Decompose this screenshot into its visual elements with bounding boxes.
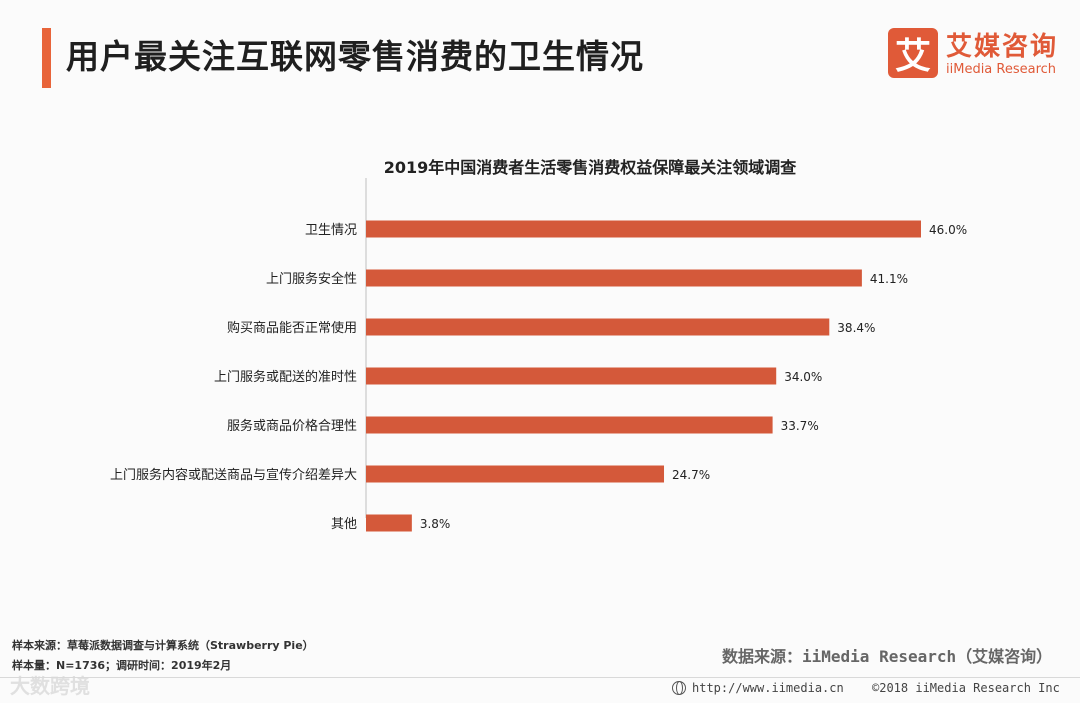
- category-label: 购买商品能否正常使用: [227, 320, 357, 336]
- bar: [366, 367, 777, 385]
- category-label: 上门服务内容或配送商品与宣传介绍差异大: [110, 467, 357, 483]
- category-label: 服务或商品价格合理性: [227, 418, 357, 434]
- data-label: 24.7%: [672, 468, 710, 482]
- bar-chart: 卫生情况 46.0% 上门服务安全性 41.1% 购买商品能否正常使用 38.4% 上门服务…: [110, 178, 967, 532]
- bar: [366, 465, 665, 483]
- sample-source-note: 样本来源：草莓派数据调查与计算系统（Strawberry Pie）: [12, 639, 314, 652]
- data-label: 46.0%: [929, 223, 967, 237]
- footer-copyright: ©2018 iiMedia Research Inc: [872, 681, 1060, 695]
- sample-size-note: 样本量：N=1736；调研时间：2019年2月: [12, 659, 232, 672]
- title-accent-bar: [42, 28, 51, 88]
- globe-icon: [672, 681, 686, 695]
- category-label: 卫生情况: [305, 223, 357, 238]
- bar: [366, 269, 862, 287]
- footer-url-link[interactable]: http://www.iimedia.cn: [692, 681, 844, 695]
- watermark: 大数跨境: [10, 674, 90, 698]
- bar: [366, 514, 412, 532]
- imedia-logo: 艾 艾媒咨询 iiMedia Research: [888, 26, 1068, 82]
- data-label: 3.8%: [420, 517, 451, 531]
- logo-mark: 艾: [888, 28, 938, 78]
- logo-name-en: iiMedia Research: [946, 62, 1057, 77]
- data-label: 33.7%: [781, 419, 819, 433]
- footer-divider: [0, 677, 1080, 678]
- bar: [366, 318, 830, 336]
- category-label: 其他: [331, 517, 357, 532]
- category-label: 上门服务或配送的准时性: [214, 369, 357, 385]
- page-title: 用户最关注互联网零售消费的卫生情况: [66, 37, 644, 76]
- data-label: 38.4%: [837, 321, 875, 335]
- data-source: 数据来源：iiMedia Research（艾媒咨询）: [722, 647, 1053, 666]
- data-label: 41.1%: [870, 272, 908, 286]
- data-label: 34.0%: [784, 370, 822, 384]
- bar: [366, 416, 773, 434]
- category-label: 上门服务安全性: [266, 271, 357, 287]
- bar: [366, 220, 921, 238]
- logo-name-cn: 艾媒咨询: [946, 32, 1059, 62]
- chart-title: 2019年中国消费者生活零售消费权益保障最关注领域调查: [383, 158, 797, 177]
